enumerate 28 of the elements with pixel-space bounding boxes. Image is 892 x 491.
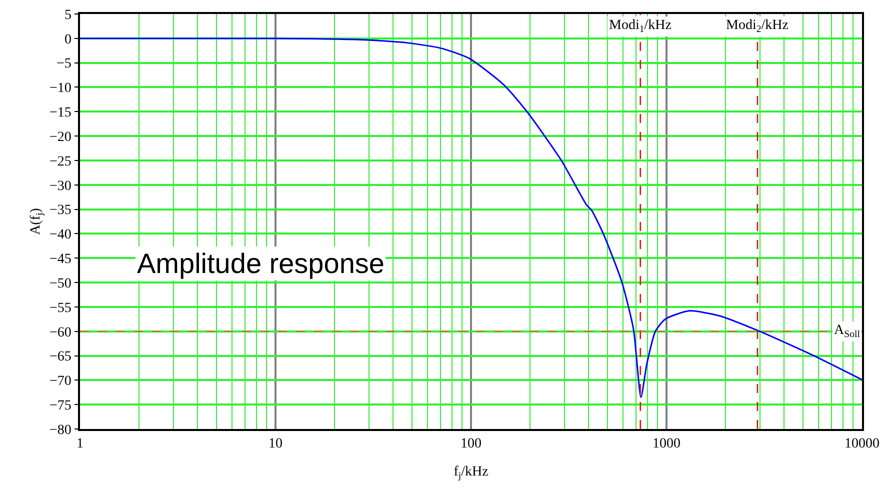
x-axis-title: f$_{j}$/kHz [454,464,488,482]
y-tick-label: −45 [50,252,72,268]
y-tick-label: −80 [50,422,72,438]
y-tick-label: −5 [56,56,72,72]
x-tick-label: 1000 [652,436,680,452]
y-tick-label: −20 [50,130,72,145]
x-tick-label: 10000 [844,436,880,452]
y-tick-label: −75 [50,398,72,414]
y-tick-label: −55 [50,300,72,316]
ref-line-label: Modi$_{1}$/kHz [609,18,672,35]
y-tick-label: −40 [50,228,72,243]
annotation: Amplitude response [137,248,384,279]
y-tick-label: −30 [50,178,72,194]
y-tick-label: −70 [50,374,72,390]
y-tick-label: 0 [64,32,72,48]
y-tick-label: −65 [50,350,72,365]
y-tick-label: −10 [50,81,72,96]
y-tick-label: 5 [64,8,72,23]
y-tick-label: −60 [50,325,72,340]
x-tick-label: 10 [268,436,282,452]
x-tick-label: 100 [460,436,482,452]
y-tick-label: −25 [50,154,72,170]
y-tick-label: −35 [50,203,72,218]
ref-line-label: Modi$_{2}$/kHz [726,18,788,35]
ref-line-label: A$_{Soll}$ [834,323,860,340]
x-tick-label: 1 [76,436,84,452]
y-tick-label: −15 [50,106,72,121]
y-tick-label: −50 [50,276,72,292]
